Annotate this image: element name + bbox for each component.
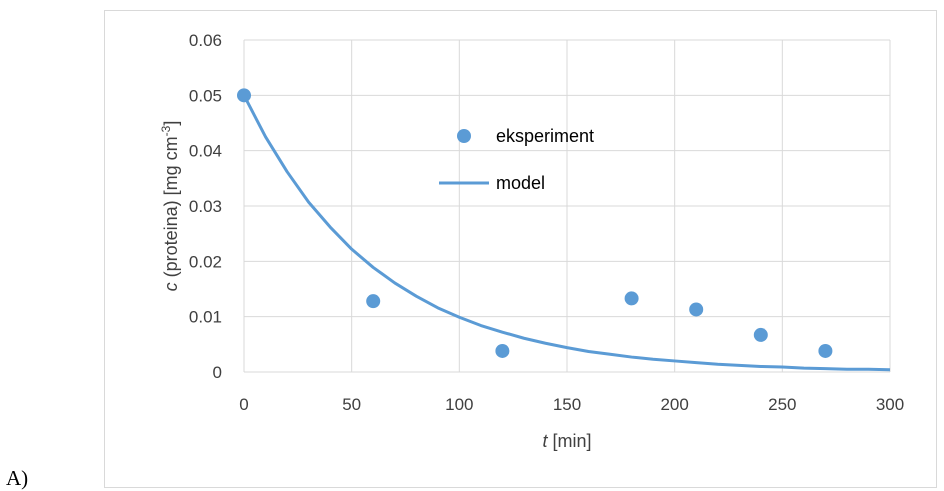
- legend: eksperiment model: [439, 126, 594, 193]
- x-tick-labels: 0 50 100 150 200 250 300: [239, 395, 904, 414]
- series-layer: [237, 88, 891, 372]
- x-tick-label: 150: [553, 395, 581, 414]
- x-tick-label: 0: [239, 395, 248, 414]
- y-axis-title: c (proteina) [mg cm-3]: [159, 121, 181, 292]
- x-axis-title: t [min]: [542, 431, 591, 451]
- x-tick-label: 100: [445, 395, 473, 414]
- y-tick-label: 0.01: [189, 308, 222, 327]
- x-tick-label: 300: [876, 395, 904, 414]
- y-tick-labels: 0 0.01 0.02 0.03 0.04 0.05 0.06: [189, 31, 222, 382]
- data-point: [818, 343, 833, 358]
- x-tick-label: 50: [342, 395, 361, 414]
- data-point: [495, 343, 510, 358]
- y-tick-label: 0.05: [189, 86, 222, 105]
- y-tick-label: 0.06: [189, 31, 222, 50]
- y-tick-label: 0.04: [189, 142, 222, 161]
- chart-frame: [104, 10, 937, 488]
- x-axis-title-symbol: t: [542, 431, 548, 451]
- model-line: [242, 94, 891, 372]
- y-axis-title-superscript: -3: [159, 125, 173, 136]
- data-point: [689, 302, 704, 317]
- y-axis-title-text: (proteina) [mg cm: [161, 136, 181, 282]
- x-axis-title-unit: [min]: [548, 431, 592, 451]
- data-point: [753, 327, 768, 342]
- x-tick-label: 250: [768, 395, 796, 414]
- legend-label-model: model: [496, 173, 545, 193]
- legend-marker-eksperiment: [457, 129, 471, 143]
- data-point: [366, 294, 381, 309]
- gridlines: [243, 39, 891, 373]
- panel-label: A): [6, 466, 29, 490]
- y-axis-title-bracket: ]: [161, 121, 181, 126]
- data-point: [624, 291, 639, 306]
- legend-label-eksperiment: eksperiment: [496, 126, 594, 146]
- data-point: [237, 88, 251, 103]
- y-tick-label: 0.03: [189, 197, 222, 216]
- y-tick-label: 0.02: [189, 252, 222, 271]
- y-tick-label: 0: [213, 363, 222, 382]
- x-tick-label: 200: [660, 395, 688, 414]
- y-axis-title-symbol: c: [161, 282, 181, 291]
